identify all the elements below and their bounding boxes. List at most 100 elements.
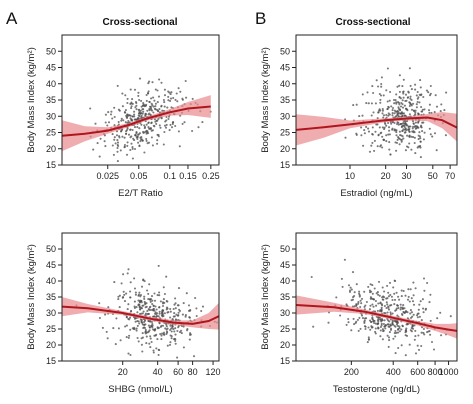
scatter-point — [386, 284, 389, 287]
scatter-point — [397, 114, 400, 118]
scatter-point — [163, 105, 166, 108]
scatter-point — [188, 316, 191, 319]
scatter-point — [145, 103, 148, 106]
scatter-point — [129, 296, 132, 299]
scatter-point — [154, 102, 157, 105]
scatter-point — [169, 123, 172, 126]
scatter-point — [177, 311, 180, 314]
scatter-point — [393, 320, 396, 323]
scatter-point — [341, 285, 344, 288]
scatter-point — [112, 327, 115, 330]
y-tick-label: 30 — [280, 111, 290, 121]
scatter-point — [394, 99, 397, 102]
scatter-point — [406, 134, 409, 137]
scatter-point — [358, 294, 361, 297]
scatter-point — [344, 136, 347, 139]
scatter-point — [379, 325, 382, 329]
scatter-point — [409, 101, 412, 104]
scatter-point — [174, 124, 177, 128]
scatter-point — [395, 131, 398, 134]
scatter-point — [139, 299, 142, 302]
scatter-point — [117, 298, 120, 301]
scatter-point — [117, 144, 120, 148]
scatter-point — [424, 307, 428, 310]
scatter-point — [137, 299, 140, 302]
scatter-point — [127, 119, 130, 123]
scatter-point — [131, 115, 134, 118]
scatter-point — [367, 102, 370, 105]
scatter-point — [184, 315, 187, 318]
scatter-point — [383, 304, 386, 308]
scatter-point — [151, 144, 154, 147]
scatter-point — [444, 134, 447, 137]
scatter-point — [376, 145, 379, 148]
scatter-point — [177, 304, 180, 307]
scatter-point — [369, 304, 372, 307]
scatter-point — [391, 106, 395, 110]
y-tick-label: 35 — [46, 95, 56, 105]
scatter-point — [387, 105, 390, 108]
scatter-point — [395, 101, 398, 104]
scatter-point — [396, 85, 399, 88]
scatter-point — [138, 115, 141, 118]
x-tick-label: 30 — [402, 171, 412, 181]
scatter-point — [144, 302, 147, 305]
scatter-point — [386, 67, 389, 70]
scatter-point — [133, 277, 136, 280]
scatter-point — [136, 311, 139, 314]
plot-shbg: 15 20 25 30 35 40 45 50 20 40 60 80 120 SHBG (nmol/L)… — [26, 232, 221, 395]
scatter-point — [410, 297, 413, 300]
scatter-point — [387, 114, 390, 117]
scatter-point — [168, 343, 172, 346]
scatter-point — [169, 93, 172, 96]
scatter-point — [150, 295, 154, 298]
scatter-point — [371, 317, 374, 320]
scatter-point — [370, 144, 373, 147]
scatter-point — [399, 303, 402, 306]
scatter-point — [143, 124, 146, 127]
scatter-point — [157, 133, 160, 136]
scatter-points — [344, 67, 448, 159]
scatter-point — [406, 109, 409, 112]
scatter-point — [163, 312, 166, 315]
scatter-point — [396, 331, 400, 334]
scatter-point — [137, 116, 140, 119]
scatter-point — [404, 329, 407, 332]
scatter-point — [389, 293, 392, 296]
scatter-point — [136, 137, 139, 141]
scatter-point — [435, 149, 438, 152]
scatter-point — [403, 114, 406, 118]
scatter-point — [395, 122, 399, 126]
scatter-point — [106, 337, 109, 340]
scatter-point — [375, 304, 378, 307]
scatter-point — [381, 146, 384, 149]
scatter-point — [175, 313, 178, 316]
scatter-point — [148, 342, 151, 345]
scatter-point — [145, 305, 148, 308]
scatter-point — [410, 98, 413, 102]
scatter-point — [376, 319, 379, 322]
scatter-point — [142, 310, 145, 313]
scatter-point — [129, 353, 132, 357]
scatter-point — [131, 98, 134, 101]
scatter-point — [398, 137, 401, 140]
scatter-point — [150, 122, 153, 125]
scatter-point — [147, 126, 150, 129]
x-tick-label: 40 — [153, 367, 163, 377]
scatter-point — [385, 306, 388, 310]
scatter-point — [149, 300, 152, 303]
scatter-point — [406, 323, 409, 326]
scatter-point — [367, 285, 370, 288]
scatter-point — [158, 78, 161, 81]
scatter-point — [140, 99, 143, 102]
scatter-point — [162, 98, 165, 102]
scatter-point — [383, 126, 386, 129]
scatter-point — [355, 320, 358, 323]
scatter-point — [417, 348, 421, 351]
scatter-point — [115, 134, 119, 137]
scatter-point — [166, 327, 169, 330]
scatter-point — [397, 328, 400, 331]
scatter-point — [423, 131, 426, 134]
